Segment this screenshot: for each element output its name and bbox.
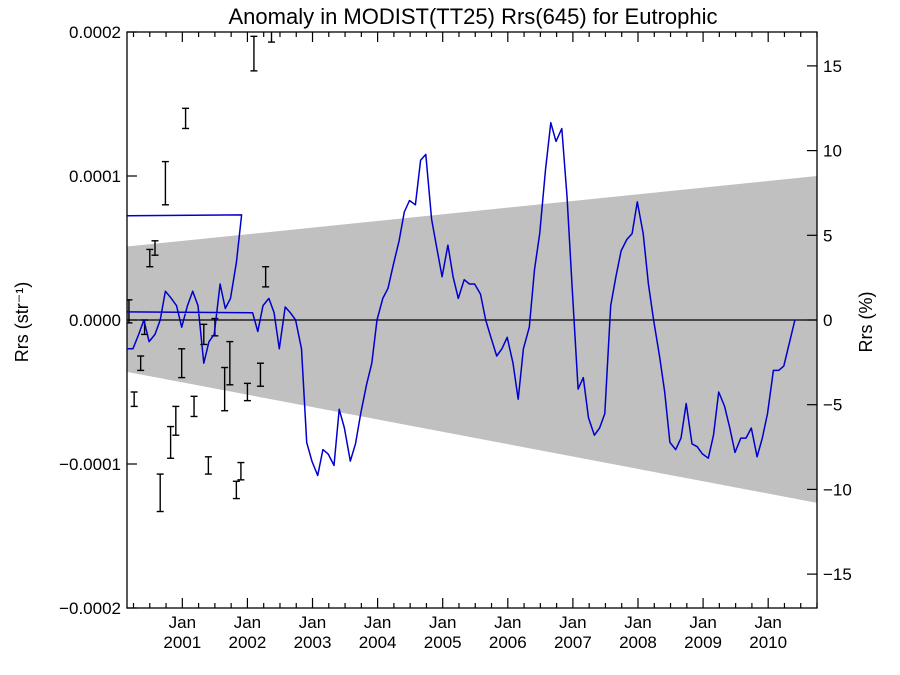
error-bar [167, 425, 175, 459]
y-tick-label-left: 0.0001 [69, 167, 121, 186]
confidence-band [127, 176, 817, 503]
x-tick-label-year: 2004 [359, 633, 397, 652]
x-tick-label-month: Jan [169, 613, 196, 632]
chart-title: Anomaly in MODIST(TT25) Rrs(645) for Eut… [228, 4, 717, 29]
y-axis-label-right: Rrs (%) [856, 292, 876, 353]
error-bar [190, 395, 198, 418]
x-tick-label-month: Jan [754, 613, 781, 632]
x-tick-label-year: 2003 [294, 633, 332, 652]
error-bar [146, 248, 154, 268]
error-bar [262, 266, 270, 288]
x-tick-label-month: Jan [559, 613, 586, 632]
x-tick-label-month: Jan [234, 613, 261, 632]
plot-area: 0.0002 0.0001 0.0000 −0.0001 −0.0002 15 10 5 0 −5… [59, 23, 852, 652]
error-bar [268, 32, 276, 43]
x-tick-label-month: Jan [689, 613, 716, 632]
error-bar [156, 473, 164, 513]
y-tick-label-right: −10 [823, 480, 852, 499]
error-bar [237, 461, 245, 481]
x-tick-label-month: Jan [364, 613, 391, 632]
x-tick-label-year: 2010 [749, 633, 787, 652]
y-tick-label-right: 0 [823, 311, 832, 330]
y-tick-label-right: 15 [823, 57, 842, 76]
error-bar [151, 240, 159, 256]
plot-content [127, 32, 817, 513]
y-tick-label-left: 0.0002 [69, 23, 121, 42]
x-tick-label-year: 2006 [489, 633, 527, 652]
error-bar [243, 382, 251, 402]
y-tick-label-right: −15 [823, 565, 852, 584]
y-tick-label-right: 10 [823, 142, 842, 161]
anomaly-line [127, 121, 796, 477]
x-tick-label-year: 2002 [229, 633, 267, 652]
x-tick-label-year: 2005 [424, 633, 462, 652]
y-tick-label-left: −0.0002 [59, 599, 121, 618]
x-tick-label-year: 2001 [163, 633, 201, 652]
x-tick-label-month: Jan [624, 613, 651, 632]
error-bar [250, 35, 258, 72]
x-tick-label-month: Jan [429, 613, 456, 632]
error-bar [172, 405, 180, 436]
y-tick-label-left: −0.0001 [59, 455, 121, 474]
y-axis-label-left: Rrs (str⁻¹) [12, 282, 32, 362]
error-bar [232, 480, 240, 500]
y-tick-label-right: −5 [823, 396, 842, 415]
error-bar [226, 340, 234, 386]
error-bar [221, 366, 229, 412]
error-bar [256, 362, 264, 387]
x-tick-label-year: 2008 [619, 633, 657, 652]
y-tick-label-right: 5 [823, 226, 832, 245]
x-tick-label-month: Jan [494, 613, 521, 632]
error-bar [182, 107, 190, 130]
error-bar [161, 160, 169, 206]
x-tick-label-month: Jan [299, 613, 326, 632]
error-bar [137, 355, 145, 372]
x-tick-label-year: 2007 [554, 633, 592, 652]
y-tick-label-left: 0.0000 [69, 311, 121, 330]
x-tick-label-year: 2009 [684, 633, 722, 652]
error-bar [178, 348, 186, 379]
error-bar [204, 456, 212, 475]
error-bar [130, 391, 138, 408]
